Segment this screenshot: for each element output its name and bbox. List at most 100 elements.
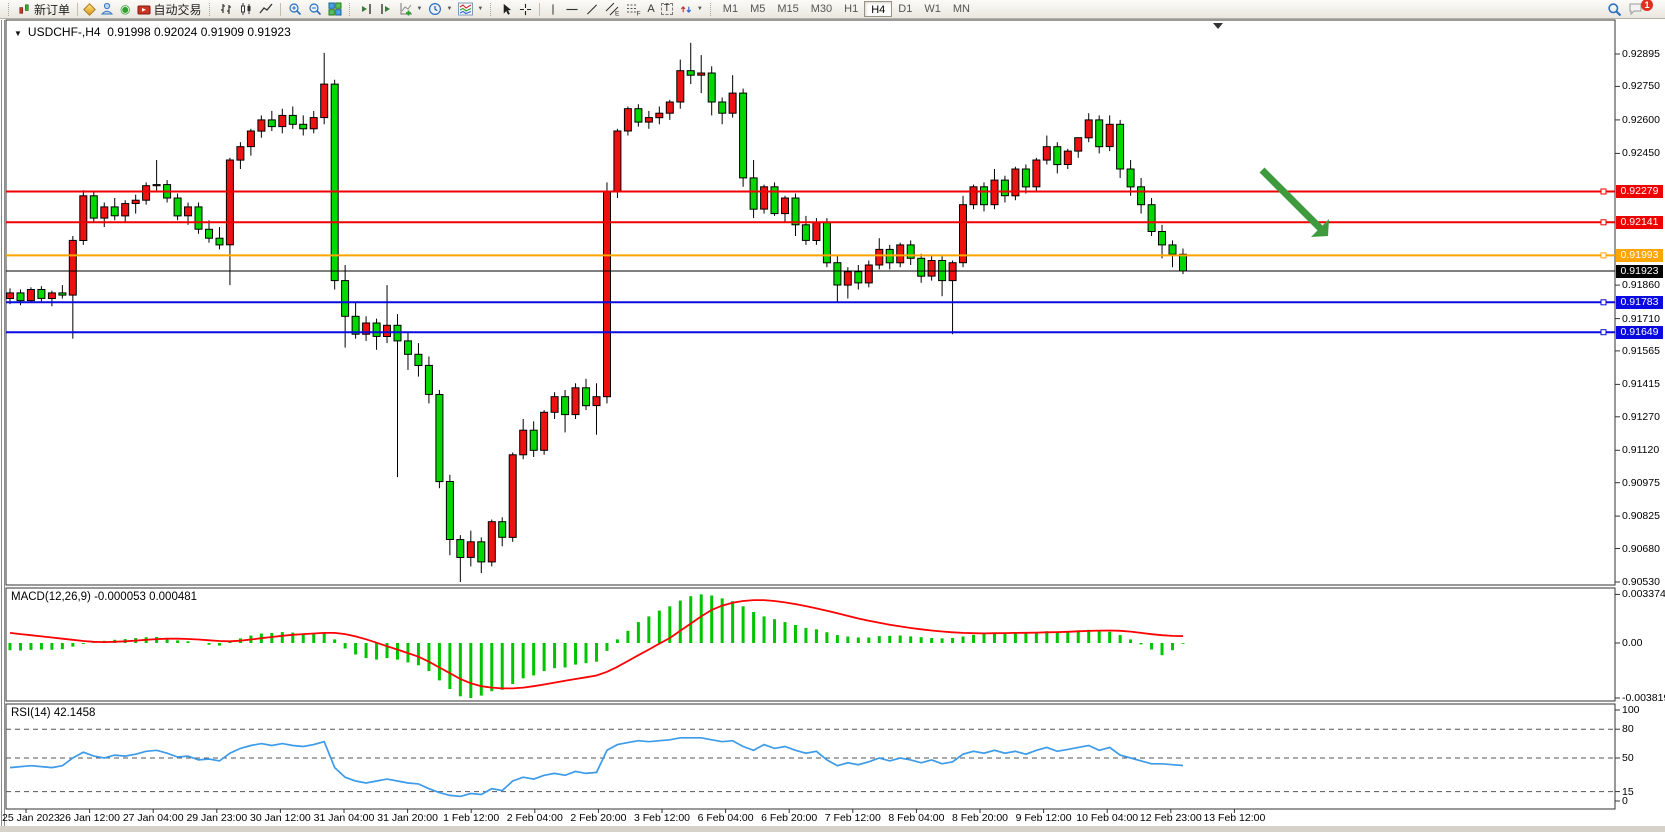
profile-button[interactable] <box>97 1 117 18</box>
time-axis-label: 7 Feb 12:00 <box>824 812 881 824</box>
arrows-tool-button[interactable]: ▼ <box>676 1 706 18</box>
chat-button[interactable]: 1 <box>1625 0 1661 18</box>
timeframe-button-M30[interactable]: M30 <box>810 3 833 15</box>
candlestick <box>906 240 915 265</box>
auto-scroll-button[interactable] <box>356 1 376 18</box>
candlestick-chart-button[interactable] <box>236 1 256 18</box>
timeframe-button-H1[interactable]: H1 <box>844 3 859 15</box>
macd-indicator-label: MACD(12,26,9) -0.000053 0.000481 <box>11 591 198 603</box>
bid-price-badge: 0.91923 <box>1616 264 1663 278</box>
line-anchor-handle[interactable] <box>1600 299 1607 306</box>
rsi-tick-label: 100 <box>1622 704 1640 716</box>
chart-shift-button[interactable] <box>376 1 396 18</box>
chart-shift-icon <box>380 4 390 14</box>
line-anchor-handle[interactable] <box>1600 219 1607 226</box>
signals-button[interactable]: ◉ <box>117 1 133 18</box>
zoom-out-button[interactable] <box>305 1 325 18</box>
line-chart-button[interactable] <box>256 1 276 18</box>
chart-shift-marker[interactable] <box>1213 23 1223 29</box>
chevron-down-icon: ▼ <box>416 6 423 12</box>
new-order-icon <box>19 3 29 14</box>
trendline-button[interactable] <box>582 1 602 18</box>
candlestick <box>341 265 350 348</box>
label-tool-icon: T <box>660 3 673 15</box>
level-price-badge: 0.91649 <box>1616 325 1663 339</box>
vertical-line-icon <box>552 3 554 15</box>
window-bottom-strip <box>0 826 1665 832</box>
candlestick <box>697 55 706 94</box>
vertical-line-button[interactable] <box>544 1 562 18</box>
candlestick <box>142 182 151 205</box>
rsi-line <box>9 736 1184 798</box>
timeframe-button-W1[interactable]: W1 <box>924 3 941 15</box>
favorites-button[interactable] <box>82 1 97 18</box>
indicators-button[interactable]: ▼ <box>396 1 426 18</box>
candlestick <box>540 410 549 455</box>
window-left-frame <box>1 20 5 826</box>
crosshair-button[interactable] <box>516 1 535 18</box>
svg-text:F: F <box>637 11 641 17</box>
trendline-icon <box>587 3 598 15</box>
time-axis-label: 25 Jan 2023 <box>2 812 60 824</box>
templates-button[interactable]: ▼ <box>455 1 486 18</box>
candlestick <box>561 390 570 433</box>
candlestick <box>1084 113 1093 143</box>
candlestick <box>707 66 716 116</box>
search-button[interactable] <box>1604 1 1625 18</box>
candlestick <box>1147 198 1156 236</box>
time-axis-label: 1 Feb 12:00 <box>443 812 500 824</box>
gold-diamond-icon <box>83 2 96 16</box>
time-axis-label: 13 Feb 12:00 <box>1203 812 1266 824</box>
auto-trading-button[interactable]: 自动交易 <box>134 1 205 18</box>
candlestick <box>445 474 454 556</box>
candlestick <box>948 260 957 335</box>
rsi-tick-label: 15 <box>1622 785 1634 798</box>
horizontal-line-button[interactable] <box>562 1 582 18</box>
candlestick <box>487 519 496 567</box>
cursor-button[interactable] <box>497 1 516 18</box>
text-tool-button[interactable]: A <box>644 1 657 18</box>
candlestick <box>309 110 318 134</box>
timeframe-button-M5[interactable]: M5 <box>750 3 766 15</box>
bar-chart-button[interactable] <box>216 1 236 18</box>
level-price-badge: 0.92279 <box>1616 185 1663 199</box>
candlestick <box>781 195 789 223</box>
candlestick <box>1053 142 1062 174</box>
zoom-in-button[interactable] <box>285 1 305 18</box>
toolbar-right-group: 1 <box>1604 0 1661 18</box>
candlestick <box>498 517 507 547</box>
candlestick <box>320 52 329 125</box>
line-anchor-handle[interactable] <box>1600 188 1607 195</box>
line-anchor-handle[interactable] <box>1600 252 1607 259</box>
crosshair-icon <box>520 3 532 15</box>
candlestick <box>1000 175 1009 203</box>
timeframe-button-M1[interactable]: M1 <box>722 3 739 15</box>
candlestick <box>173 193 182 221</box>
timeframe-button-MN[interactable]: MN <box>952 3 970 15</box>
macd-tick-label: 0.00 <box>1622 637 1643 649</box>
timeframe-button-M15[interactable]: M15 <box>777 3 799 15</box>
down-trend-arrow[interactable] <box>1259 167 1325 233</box>
candlestick <box>1063 148 1072 169</box>
candlestick <box>215 227 224 250</box>
candlestick <box>1105 115 1114 152</box>
signals-icon: ◉ <box>120 2 131 16</box>
channel-button[interactable]: E <box>602 1 623 18</box>
level-price-badge: 0.91993 <box>1616 248 1663 262</box>
candlestick <box>760 184 769 214</box>
periods-button[interactable]: ▼ <box>425 1 455 18</box>
timeframe-button-H4[interactable]: H4 <box>864 1 893 17</box>
fibonacci-button[interactable]: F <box>623 1 644 18</box>
label-tool-button[interactable]: T <box>658 1 676 18</box>
macd-pane <box>5 587 1616 702</box>
tile-windows-button[interactable] <box>325 1 345 18</box>
new-order-button[interactable]: 新订单 <box>15 1 73 18</box>
toolbar-grip <box>8 2 11 16</box>
candlestick <box>959 195 967 268</box>
down-trend-arrow-head[interactable] <box>1311 219 1329 237</box>
tile-windows-icon <box>328 2 342 16</box>
line-anchor-handle[interactable] <box>1600 329 1607 336</box>
chevron-down-icon: ▼ <box>14 29 22 38</box>
timeframe-button-D1[interactable]: D1 <box>898 3 913 15</box>
